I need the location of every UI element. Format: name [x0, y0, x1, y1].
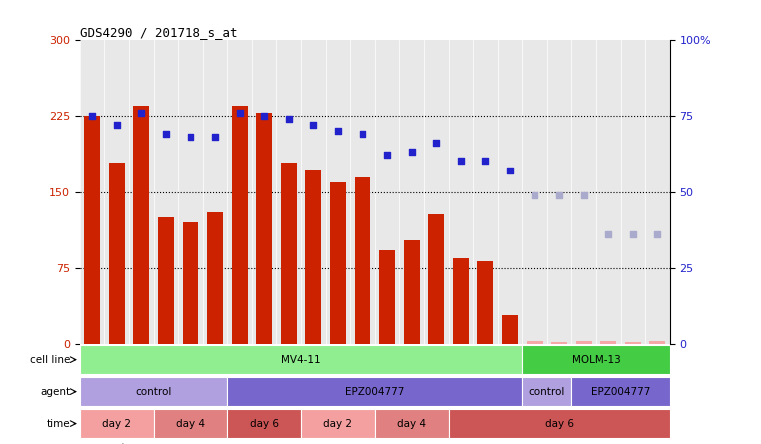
- Point: [332, 127, 344, 135]
- Bar: [527, 341, 543, 344]
- Point: [184, 134, 196, 141]
- Text: day 2: day 2: [102, 419, 131, 428]
- Bar: [551, 341, 567, 344]
- Point: [160, 131, 172, 138]
- Bar: [133, 106, 149, 344]
- Bar: [80, 345, 522, 374]
- Bar: [453, 258, 469, 344]
- Point: [602, 231, 614, 238]
- Point: [381, 152, 393, 159]
- Point: [651, 231, 664, 238]
- Bar: [231, 106, 247, 344]
- Text: agent: agent: [40, 387, 70, 396]
- Point: [135, 109, 148, 116]
- Text: day 6: day 6: [250, 419, 279, 428]
- Bar: [379, 250, 395, 344]
- Bar: [649, 341, 665, 344]
- Bar: [374, 409, 448, 438]
- Point: [455, 158, 467, 165]
- Bar: [109, 163, 125, 344]
- Text: MOLM-13: MOLM-13: [572, 355, 620, 365]
- Bar: [305, 170, 321, 344]
- Bar: [154, 409, 228, 438]
- Point: [258, 112, 270, 119]
- Point: [209, 134, 221, 141]
- Point: [110, 122, 123, 129]
- Text: control: control: [529, 387, 565, 396]
- Text: control: control: [135, 387, 172, 396]
- Bar: [281, 163, 297, 344]
- Bar: [80, 377, 228, 406]
- Bar: [600, 341, 616, 344]
- Bar: [403, 240, 419, 344]
- Text: cell line: cell line: [30, 355, 70, 365]
- Point: [504, 167, 516, 174]
- Bar: [522, 377, 572, 406]
- Point: [406, 149, 418, 156]
- Text: time: time: [46, 419, 70, 428]
- Bar: [625, 341, 641, 344]
- Bar: [572, 377, 670, 406]
- Bar: [158, 217, 174, 344]
- Bar: [228, 377, 522, 406]
- Bar: [355, 177, 371, 344]
- Point: [627, 231, 639, 238]
- Bar: [183, 222, 199, 344]
- Bar: [502, 315, 518, 344]
- Text: GDS4290 / 201718_s_at: GDS4290 / 201718_s_at: [80, 26, 237, 39]
- Point: [356, 131, 368, 138]
- Point: [479, 158, 492, 165]
- Point: [578, 191, 590, 198]
- Bar: [84, 116, 100, 344]
- Point: [86, 112, 98, 119]
- Bar: [575, 341, 591, 344]
- Bar: [301, 409, 374, 438]
- Point: [282, 115, 295, 123]
- Text: EPZ004777: EPZ004777: [591, 387, 650, 396]
- Text: day 4: day 4: [176, 419, 205, 428]
- Text: day 2: day 2: [323, 419, 352, 428]
- Point: [528, 191, 540, 198]
- Bar: [228, 409, 301, 438]
- Bar: [448, 409, 670, 438]
- Text: EPZ004777: EPZ004777: [345, 387, 405, 396]
- Point: [307, 122, 320, 129]
- Bar: [330, 182, 346, 344]
- Bar: [256, 113, 272, 344]
- Point: [234, 109, 246, 116]
- Text: day 6: day 6: [545, 419, 574, 428]
- Bar: [428, 214, 444, 344]
- Text: day 4: day 4: [397, 419, 426, 428]
- Text: MV4-11: MV4-11: [282, 355, 321, 365]
- Bar: [477, 261, 493, 344]
- Bar: [522, 345, 670, 374]
- Bar: [207, 212, 223, 344]
- Bar: [80, 409, 154, 438]
- Point: [430, 140, 442, 147]
- Point: [553, 191, 565, 198]
